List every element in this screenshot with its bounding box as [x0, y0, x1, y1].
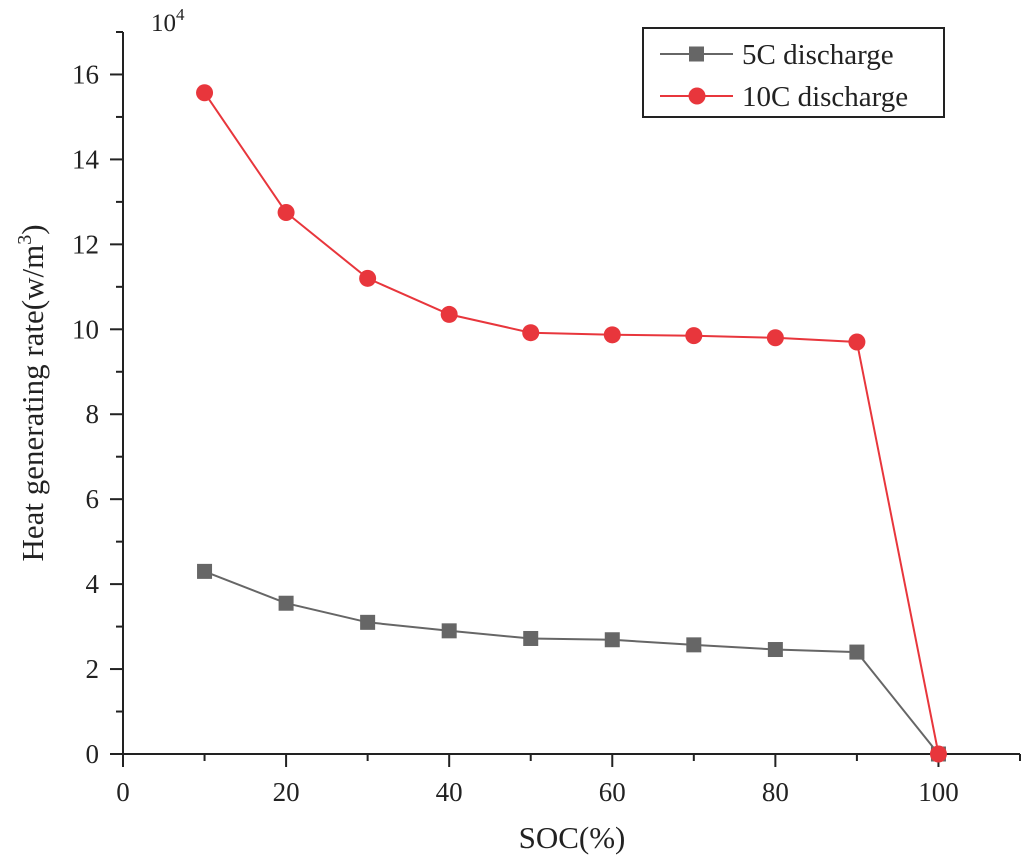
y-ticks: 0 2 4 6 8 10 12 14 16	[72, 31, 123, 769]
data-point	[767, 642, 783, 658]
data-point	[523, 630, 539, 646]
data-point	[604, 632, 620, 648]
legend-item: 5C discharge	[660, 39, 894, 71]
legend-item: 10C discharge	[660, 81, 908, 113]
y-axis-title-close: )	[15, 224, 50, 234]
y-tick-label: 0	[86, 739, 100, 769]
plot-frame	[122, 32, 1020, 755]
x-tick-label: 40	[436, 777, 463, 807]
y-axis-title-main: Heat generating rate(w/m	[15, 245, 50, 562]
y-tick-label: 4	[86, 569, 100, 599]
legend-items: 5C discharge 10C discharge	[660, 39, 908, 113]
y-tick-label: 14	[72, 144, 100, 174]
x-tick-label: 80	[762, 777, 789, 807]
y-tick-label: 12	[72, 229, 99, 259]
y-tick-label: 10	[72, 314, 99, 344]
data-point	[359, 269, 377, 287]
y-tick-label: 16	[72, 59, 99, 89]
legend-label: 10C discharge	[742, 81, 908, 113]
x-tick-label: 100	[918, 777, 959, 807]
data-point	[441, 623, 457, 639]
data-point	[522, 324, 540, 342]
data-point	[360, 614, 376, 630]
data-point	[766, 329, 784, 347]
y-multiplier-label: 104	[151, 5, 185, 37]
data-point	[686, 637, 702, 653]
legend-marker	[689, 46, 704, 62]
x-axis-title: SOC(%)	[519, 820, 626, 855]
data-point	[440, 305, 458, 323]
legend: 5C discharge 10C discharge	[642, 27, 945, 118]
x-ticks: 0 20 40 60 80 100	[116, 754, 1021, 807]
series-10c	[196, 84, 947, 763]
y-tick-label: 2	[86, 654, 100, 684]
y-tick-label: 6	[86, 484, 100, 514]
data-point	[849, 644, 865, 660]
data-point	[278, 595, 294, 611]
data-point	[277, 204, 295, 221]
y-axis-title-sup: 3	[14, 235, 36, 245]
data-point	[196, 84, 214, 102]
x-tick-label: 20	[273, 777, 300, 807]
data-point	[929, 745, 947, 763]
data-point	[197, 563, 213, 579]
series-line	[204, 570, 940, 755]
x-tick-label: 0	[116, 777, 130, 807]
series-line	[203, 92, 940, 755]
data-point	[848, 333, 866, 351]
data-point	[685, 327, 703, 345]
legend-marker	[688, 87, 706, 105]
x-tick-label: 60	[599, 777, 626, 807]
data-point	[603, 326, 621, 344]
y-tick-label: 8	[86, 399, 100, 429]
legend-label: 5C discharge	[742, 39, 894, 71]
y-axis-title: Heat generating rate(w/m3)	[14, 224, 50, 561]
series-5c	[197, 563, 946, 762]
series-layer	[196, 84, 947, 763]
